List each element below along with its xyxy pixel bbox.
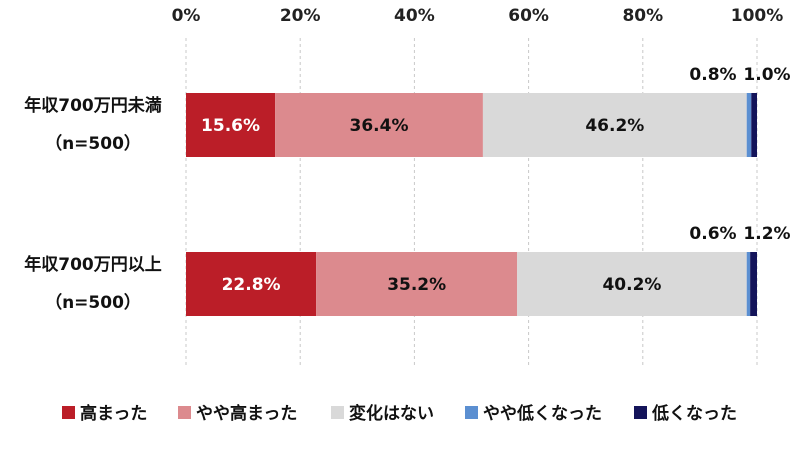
legend-swatch bbox=[634, 406, 647, 419]
bar-segment bbox=[316, 252, 518, 316]
bar-series bbox=[186, 93, 757, 316]
data-label: 15.6% bbox=[201, 116, 260, 136]
legend-label: 低くなった bbox=[651, 403, 737, 424]
legend-label: 変化はない bbox=[349, 403, 434, 424]
data-label: 46.2% bbox=[585, 116, 644, 136]
x-tick-label: 20% bbox=[280, 6, 321, 26]
x-tick-label: 80% bbox=[622, 6, 663, 26]
data-label-outside: 1.2% bbox=[743, 224, 790, 244]
data-label-outside: 0.6% bbox=[689, 224, 736, 244]
bar-segment bbox=[750, 252, 757, 316]
bar-segment bbox=[751, 93, 757, 157]
bar-segment bbox=[186, 93, 276, 157]
legend-swatch bbox=[331, 406, 344, 419]
category-label: 年収700万円以上 bbox=[24, 254, 162, 275]
bar-segment bbox=[186, 252, 317, 316]
legend-label: やや低くなった bbox=[483, 403, 602, 424]
x-tick-label: 40% bbox=[394, 6, 435, 26]
category-label: 年収700万円未満 bbox=[24, 95, 162, 116]
grid-lines bbox=[185, 38, 758, 368]
legend-label: 高まった bbox=[80, 403, 147, 424]
data-label: 40.2% bbox=[602, 275, 661, 295]
category-sample-size: （n=500） bbox=[45, 292, 141, 313]
bar-segment bbox=[275, 93, 483, 157]
data-label: 22.8% bbox=[222, 275, 281, 295]
legend-swatch bbox=[465, 406, 478, 419]
legend-label: やや高まった bbox=[196, 403, 297, 424]
data-label: 36.4% bbox=[350, 116, 409, 136]
x-tick-label: 0% bbox=[172, 6, 201, 26]
legend-swatch bbox=[178, 406, 191, 419]
data-label: 35.2% bbox=[387, 275, 446, 295]
x-tick-label: 60% bbox=[508, 6, 549, 26]
data-label-outside: 0.8% bbox=[689, 65, 736, 85]
category-sample-size: （n=500） bbox=[45, 133, 141, 154]
data-labels: 15.6% 36.4% 46.2% 0.8% 1.0% 22.8% 35.2% 40.2% 0.… bbox=[201, 65, 791, 295]
x-axis-tick-labels: 0% 20% 40% 60% 80% 100% bbox=[172, 6, 784, 26]
legend: 高まった やや高まった 変化はない やや低くなった 低くなった bbox=[62, 403, 737, 424]
data-label-outside: 1.0% bbox=[743, 65, 790, 85]
bar-segment bbox=[482, 93, 747, 157]
bar-segment bbox=[746, 252, 751, 316]
bar-segment bbox=[746, 93, 752, 157]
legend-swatch bbox=[62, 406, 75, 419]
x-tick-label: 100% bbox=[731, 6, 784, 26]
category-labels: 年収700万円未満 （n=500） 年収700万円以上 （n=500） bbox=[24, 95, 162, 313]
bar-segment bbox=[517, 252, 747, 316]
